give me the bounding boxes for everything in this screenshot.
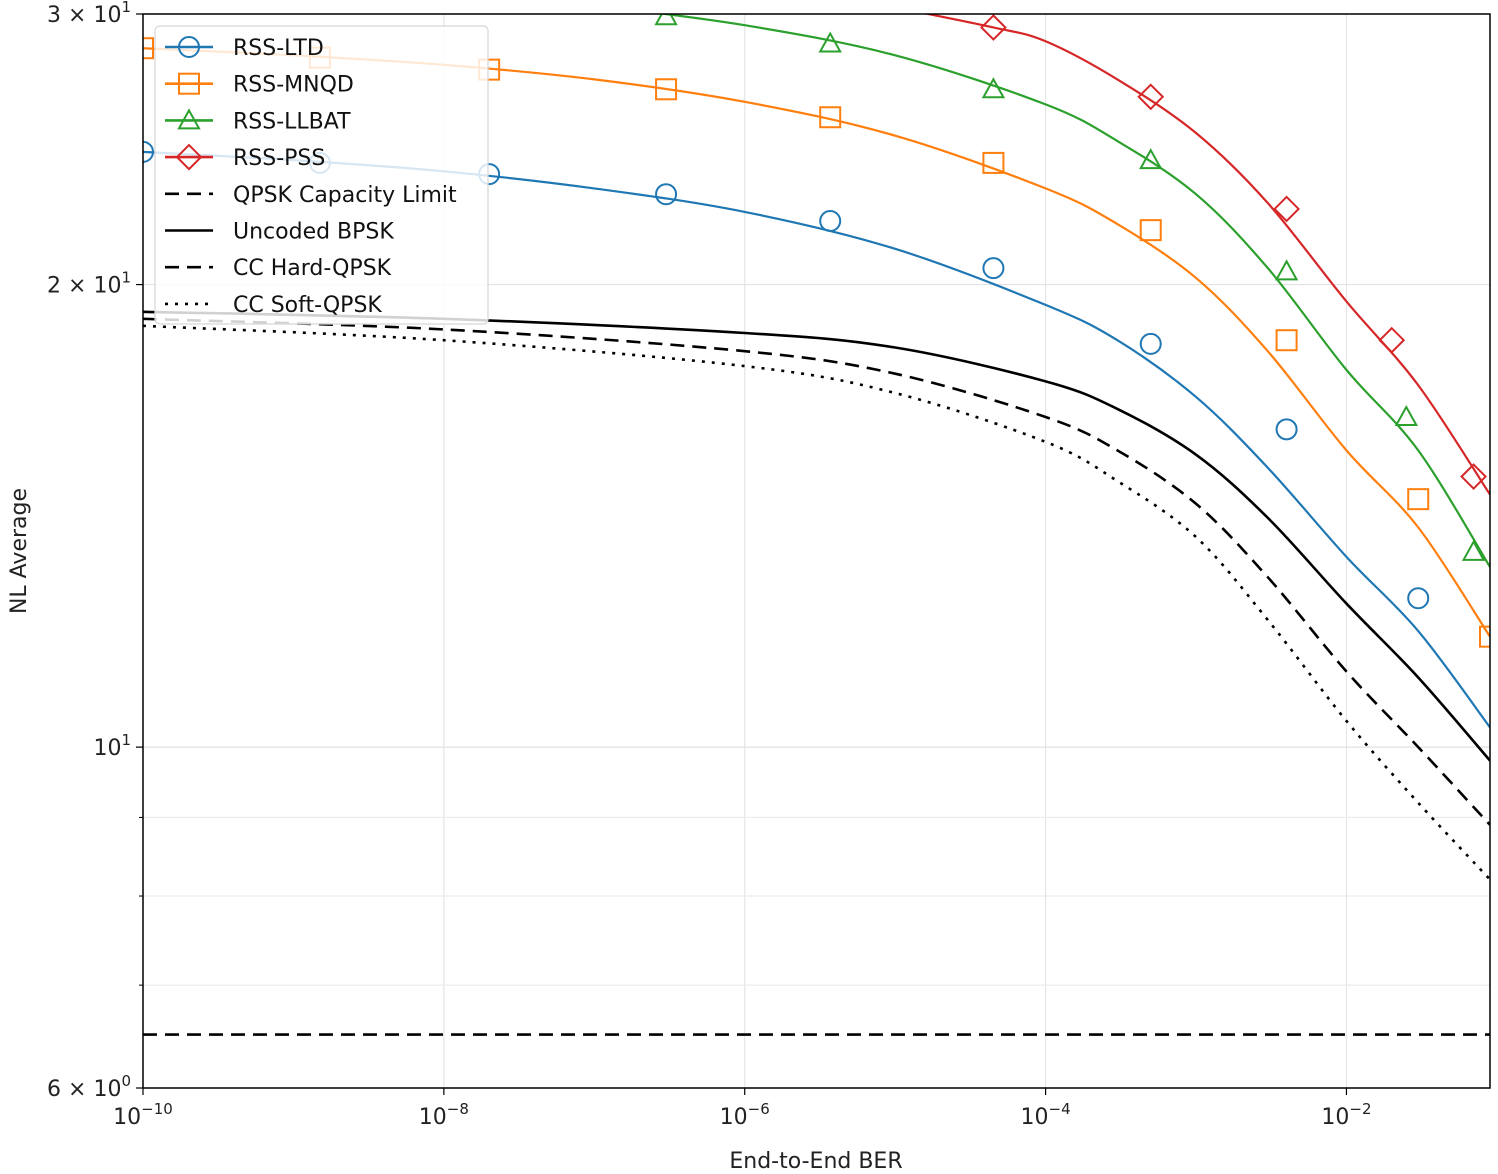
plot-frame xyxy=(142,13,1491,1089)
data-point-rss-pss xyxy=(1137,83,1165,111)
data-point-rss-ltd xyxy=(1407,587,1430,610)
data-point-rss-pss xyxy=(980,14,1007,41)
y-axis-label: NL Average xyxy=(7,488,32,614)
y-tick-exponent: 1 xyxy=(121,0,131,16)
series-line-cc-hard-qpsk xyxy=(143,317,1490,826)
y-tick-exponent: 0 xyxy=(121,1072,131,1090)
series-line-rss-llbat xyxy=(656,14,1490,568)
x-tick-exponent: −8 xyxy=(447,1100,469,1118)
data-point-rss-ltd xyxy=(143,140,154,163)
data-point-rss-pss xyxy=(1273,195,1301,223)
data-point-rss-llbat xyxy=(1274,259,1299,281)
legend-label-qpsk-capacity-limit: QPSK Capacity Limit xyxy=(233,183,457,208)
data-point-rss-ltd xyxy=(655,183,678,206)
legend-marker-rss-llbat xyxy=(177,108,201,130)
legend-item-rss-mnqd: RSS-MNQD xyxy=(165,72,354,98)
x-axis-label: End-to-End BER xyxy=(729,1149,902,1174)
data-point-rss-mnqd xyxy=(655,78,678,101)
series-cc-hard-qpsk xyxy=(143,317,1490,826)
data-point-rss-mnqd xyxy=(982,151,1005,174)
series-uncoded-bpsk xyxy=(143,310,1490,762)
legend-label-rss-llbat: RSS-LLBAT xyxy=(233,109,351,134)
data-point-rss-ltd xyxy=(1275,418,1298,441)
data-point-rss-llbat xyxy=(1394,404,1419,427)
legend-label-uncoded-bpsk: Uncoded BPSK xyxy=(233,220,394,245)
y-tick-exponent: 1 xyxy=(121,269,131,287)
legend-marker-rss-ltd xyxy=(178,36,200,58)
legend-marker-rss-mnqd xyxy=(178,72,200,95)
data-point-rss-pss xyxy=(1378,326,1406,354)
y-tick-label: 2 × 101 xyxy=(47,269,131,299)
legend-item-cc-soft-qpsk: CC Soft-QPSK xyxy=(165,293,382,318)
legend-label-rss-mnqd: RSS-MNQD xyxy=(233,73,354,98)
y-tick-exponent: 1 xyxy=(121,731,131,749)
legend-label-cc-soft-qpsk: CC Soft-QPSK xyxy=(233,293,382,318)
x-tick-exponent: −4 xyxy=(1049,1100,1071,1118)
data-point-rss-mnqd xyxy=(819,106,842,129)
series-rss-llbat xyxy=(654,14,1490,568)
legend: RSS-LTD RSS-MNQD RSS-LLBAT RSS-PSS QPSK Capa… xyxy=(154,25,489,325)
data-point-rss-llbat xyxy=(818,31,842,53)
data-point-rss-llbat xyxy=(1139,148,1163,170)
legend-marker-rss-pss xyxy=(175,143,203,171)
x-tick-exponent: −6 xyxy=(748,1100,770,1118)
data-point-rss-mnqd xyxy=(1407,488,1430,511)
data-point-rss-ltd xyxy=(819,209,842,232)
x-tick-exponent: −10 xyxy=(141,1100,173,1118)
series-rss-pss xyxy=(922,14,1490,496)
series-line-rss-pss xyxy=(922,14,1490,496)
series-line-cc-soft-qpsk xyxy=(143,324,1490,881)
data-point-rss-mnqd xyxy=(1275,329,1298,352)
data-point-rss-mnqd xyxy=(1139,219,1162,242)
legend-item-cc-hard-qpsk: CC Hard-QPSK xyxy=(165,256,392,281)
legend-item-qpsk-capacity-limit: QPSK Capacity Limit xyxy=(165,183,457,208)
data-point-rss-llbat xyxy=(654,14,678,26)
x-tick-label: 10−8 xyxy=(419,1100,469,1130)
legend-box xyxy=(154,25,489,325)
series-line-uncoded-bpsk xyxy=(143,310,1490,762)
data-point-rss-ltd xyxy=(982,257,1005,280)
data-point-rss-ltd xyxy=(1139,332,1162,355)
data-point-rss-mnqd xyxy=(143,37,154,60)
series-cc-soft-qpsk xyxy=(143,324,1490,881)
legend-label-cc-hard-qpsk: CC Hard-QPSK xyxy=(233,256,392,281)
data-point-rss-llbat xyxy=(1461,539,1486,561)
legend-item-uncoded-bpsk: Uncoded BPSK xyxy=(165,220,394,245)
y-tick-label: 6 × 100 xyxy=(47,1072,131,1102)
data-point-rss-pss xyxy=(1460,463,1487,490)
y-tick-label: 3 × 101 xyxy=(47,0,131,28)
data-point-rss-mnqd xyxy=(1479,625,1490,648)
legend-label-rss-ltd: RSS-LTD xyxy=(233,36,324,61)
legend-item-rss-ltd: RSS-LTD xyxy=(165,36,324,61)
legend-item-rss-pss: RSS-PSS xyxy=(165,143,325,171)
x-tick-exponent: −2 xyxy=(1349,1100,1371,1118)
legend-label-rss-pss: RSS-PSS xyxy=(233,146,325,171)
data-point-rss-llbat xyxy=(981,77,1006,99)
legend-item-rss-llbat: RSS-LLBAT xyxy=(165,108,351,134)
